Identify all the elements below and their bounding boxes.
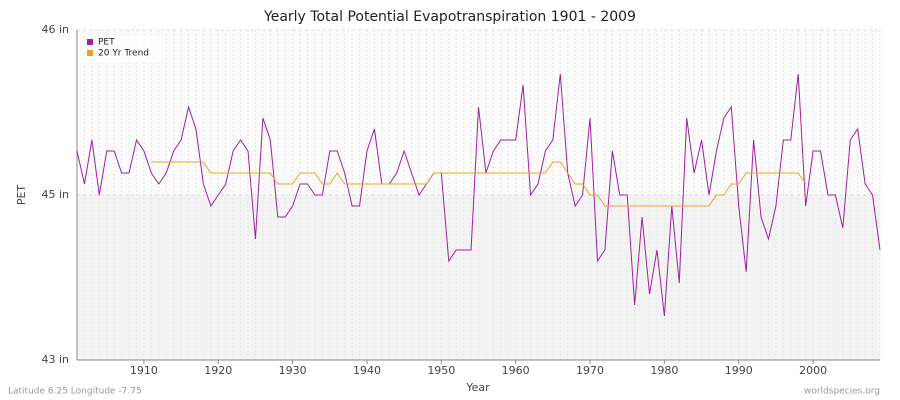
x-tick-label: 1960 <box>502 364 530 377</box>
x-tick-label: 1950 <box>427 364 455 377</box>
data-line <box>76 73 881 317</box>
x-tick-label: 1970 <box>576 364 604 377</box>
x-tick-label: 2000 <box>799 364 827 377</box>
data-line <box>151 161 807 207</box>
legend-label: PET <box>98 38 115 48</box>
chart-title: Yearly Total Potential Evapotranspiratio… <box>263 9 636 25</box>
x-tick-label: 1920 <box>204 364 232 377</box>
y-axis-label: PET <box>15 185 28 206</box>
legend-box <box>82 35 162 63</box>
y-tick-label: 46 in <box>41 23 69 36</box>
legend-swatch <box>87 50 93 56</box>
x-axis-label: Year <box>465 381 490 394</box>
legend-swatch <box>87 39 93 45</box>
footer-left: Latitude 6.25 Longitude -7.75 <box>8 387 142 397</box>
x-tick-label: 1940 <box>353 364 381 377</box>
x-tick-label: 1910 <box>130 364 158 377</box>
x-tick-label: 1990 <box>725 364 753 377</box>
x-tick-label: 1980 <box>650 364 678 377</box>
y-tick-label: 43 in <box>41 353 69 366</box>
footer-right: worldspecies.org <box>804 387 880 397</box>
legend-label: 20 Yr Trend <box>98 49 149 59</box>
y-tick-label: 45 in <box>41 188 69 201</box>
x-tick-label: 1930 <box>279 364 307 377</box>
